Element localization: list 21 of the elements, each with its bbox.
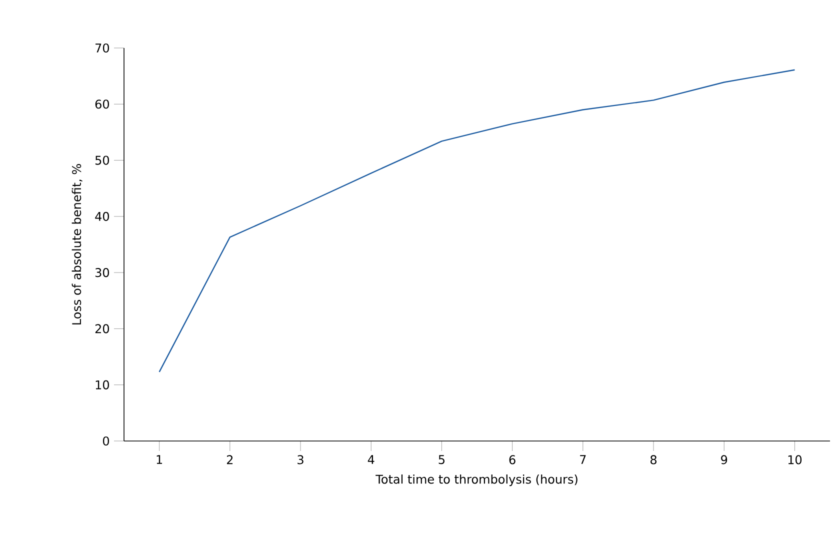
y-tick-label: 40: [95, 212, 110, 221]
x-tick-label: 5: [438, 455, 444, 464]
y-tick-label: 10: [96, 380, 110, 390]
x-tick-label: 10: [788, 455, 802, 464]
x-tick-label: 7: [580, 455, 586, 464]
x-axis-title: Total time to thrombolysis (hours): [376, 474, 578, 486]
y-axis-title: Loss of absolute benefit, %: [72, 164, 82, 324]
x-tick-label: 1: [156, 455, 162, 464]
y-tick-label: 20: [95, 324, 110, 334]
y-tick-label: 60: [95, 100, 110, 109]
line-series: [158, 69, 796, 373]
x-tick-label: 4: [368, 455, 374, 464]
y-tick-label: 30: [95, 268, 110, 278]
y-tick-label: 50: [95, 156, 110, 165]
y-tick-label: 0: [102, 436, 110, 446]
x-tick-label: 2: [226, 455, 233, 464]
y-tick-label: 70: [96, 43, 110, 53]
x-tick-label: 9: [721, 455, 728, 464]
x-tick-label: 6: [509, 455, 516, 464]
x-tick-label: 3: [298, 455, 304, 464]
x-tick-label: 8: [650, 455, 657, 464]
